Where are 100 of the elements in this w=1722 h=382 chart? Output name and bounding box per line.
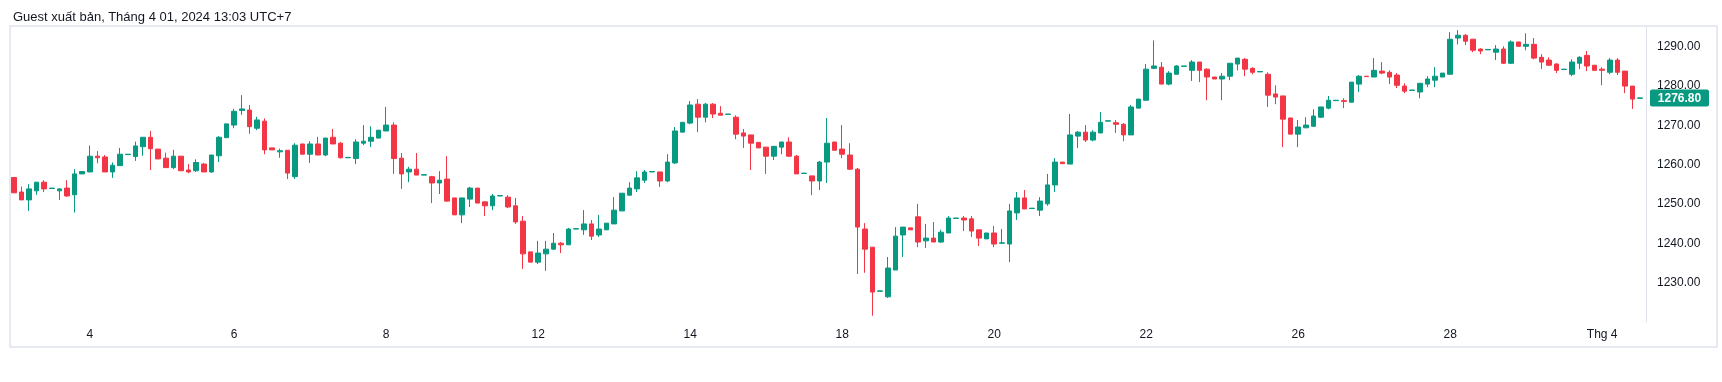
candlestick xyxy=(376,129,381,139)
candlestick xyxy=(1197,61,1202,83)
candlestick xyxy=(459,197,465,224)
candlestick xyxy=(1463,33,1468,46)
candlestick xyxy=(368,125,374,148)
candlestick xyxy=(885,256,891,299)
candlestick xyxy=(1295,119,1301,148)
x-tick-label: 6 xyxy=(230,327,238,341)
candlestick xyxy=(741,128,746,149)
candlestick xyxy=(1219,72,1225,101)
candlestick xyxy=(984,232,989,240)
candlestick xyxy=(756,141,761,149)
candlestick xyxy=(1318,106,1324,119)
x-tick-label: 4 xyxy=(86,327,94,341)
candlestick xyxy=(923,223,929,249)
candlestick xyxy=(1128,104,1134,136)
candlestick xyxy=(1470,38,1476,53)
candlestick xyxy=(1303,116,1309,129)
candlestick xyxy=(611,196,617,225)
text: 1276.80 xyxy=(1657,90,1702,105)
candlestick xyxy=(1349,81,1354,103)
candlestick xyxy=(414,152,419,176)
candlestick xyxy=(991,225,997,248)
candlestick xyxy=(323,137,328,157)
candlestick xyxy=(1539,53,1544,70)
candlestick xyxy=(383,106,389,132)
candlestick xyxy=(634,170,640,193)
candlestick xyxy=(1508,39,1514,65)
candlestick xyxy=(946,215,951,234)
x-tick-label: 20 xyxy=(987,327,1002,341)
candlestick xyxy=(1014,191,1020,221)
candlestick xyxy=(1561,68,1567,71)
candlestick xyxy=(117,147,123,167)
candlestick xyxy=(900,226,906,258)
candlestick xyxy=(931,221,936,243)
candlestick xyxy=(847,142,853,171)
x-tick-label: 28 xyxy=(1443,327,1458,341)
candlestick xyxy=(1622,70,1628,94)
candlestick xyxy=(733,114,739,140)
candlestick xyxy=(1341,97,1347,109)
candlestick xyxy=(41,179,47,193)
candlestick xyxy=(1394,72,1400,89)
candlestick xyxy=(353,138,359,165)
candlestick xyxy=(300,143,305,155)
candlestick xyxy=(163,152,169,169)
candlestick xyxy=(1075,130,1081,149)
candlestick xyxy=(589,219,594,241)
candlestick xyxy=(11,176,17,194)
candlestick xyxy=(482,201,488,217)
candlestick xyxy=(231,108,237,129)
candlestick xyxy=(262,117,267,155)
candlestick xyxy=(1615,57,1620,76)
candlestick xyxy=(391,121,397,175)
candlestick xyxy=(551,232,556,251)
candlestick xyxy=(254,116,260,131)
candlestick xyxy=(1288,117,1293,135)
candlestick xyxy=(543,240,549,272)
candlestick xyxy=(475,187,480,204)
candlestick xyxy=(292,142,298,180)
candlestick xyxy=(1166,70,1172,86)
candlestick xyxy=(285,149,290,180)
candlestick xyxy=(1060,161,1065,165)
candlestick xyxy=(216,135,222,163)
candlestick xyxy=(1067,113,1073,165)
candlestick xyxy=(763,146,769,175)
candlestick xyxy=(1417,82,1423,99)
candlestick xyxy=(406,166,412,183)
candlestick xyxy=(95,150,100,164)
candlestick xyxy=(399,152,404,190)
candlestick xyxy=(870,246,875,317)
candlestick xyxy=(535,240,541,265)
candlestick xyxy=(786,136,792,158)
y-tick-label: 1260.00 xyxy=(1657,157,1701,172)
candlestick xyxy=(186,163,191,174)
candlestick xyxy=(1227,62,1233,81)
candlestick xyxy=(1531,37,1537,60)
candlestick xyxy=(657,171,663,188)
candlestick xyxy=(1569,58,1575,77)
candlestick xyxy=(64,179,70,198)
y-tick-label: 1250.00 xyxy=(1657,196,1701,211)
candlestick xyxy=(1493,44,1499,61)
candlestick xyxy=(627,181,632,197)
candlestick xyxy=(1037,196,1043,217)
candlestick xyxy=(1204,67,1210,101)
candlestick xyxy=(1501,45,1506,65)
candlestick xyxy=(34,181,39,196)
candlestick xyxy=(1174,64,1179,75)
candlestick xyxy=(171,149,176,170)
candlestick xyxy=(558,241,564,254)
candlestick xyxy=(269,147,275,151)
candlestick xyxy=(1273,84,1278,105)
candlestick xyxy=(596,214,602,238)
candlestick xyxy=(855,167,860,275)
x-tick-label: Thg 4 xyxy=(1586,327,1618,341)
candlestick xyxy=(1242,57,1248,77)
candlestick xyxy=(315,136,321,156)
candlestick xyxy=(1083,124,1088,143)
candlestick xyxy=(908,227,913,231)
candlestick xyxy=(1447,31,1453,75)
candlestick xyxy=(1250,66,1255,75)
